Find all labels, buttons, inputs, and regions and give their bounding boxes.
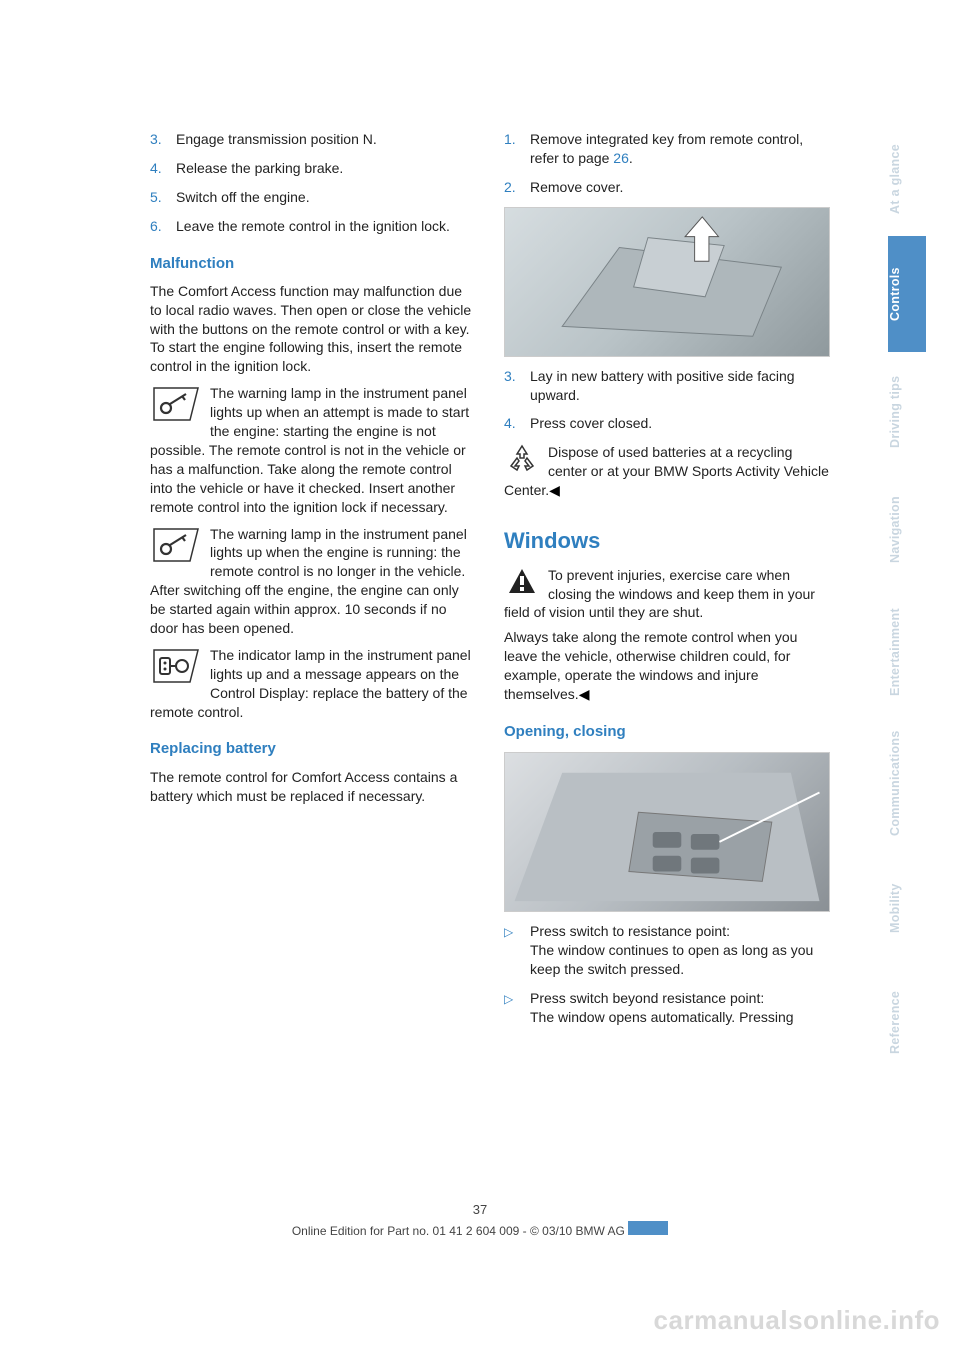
warning-block-3: The indicator lamp in the instrument pan…: [150, 646, 476, 722]
page-footer: 37 Online Edition for Part no. 01 41 2 6…: [0, 1202, 960, 1238]
list-text: Engage transmission position N.: [176, 130, 476, 149]
end-marker: ◀: [549, 482, 560, 498]
section-tab[interactable]: At a glance: [888, 122, 926, 236]
figure-window-switches: [504, 752, 830, 912]
section-tab[interactable]: Controls: [888, 236, 926, 352]
heading-opening-closing: Opening, closing: [504, 722, 830, 742]
page-number: 37: [0, 1202, 960, 1217]
caution-text-2: Always take along the remote control whe…: [504, 629, 797, 702]
section-tabs: At a glanceControlsDriving tipsNavigatio…: [888, 122, 926, 1078]
list-item: 3. Engage transmission position N.: [150, 130, 476, 149]
list-text: Release the parking brake.: [176, 159, 476, 178]
bullet-line2: The window continues to open as long as …: [530, 942, 813, 977]
list-item: 4. Press cover closed.: [504, 414, 830, 433]
list-item: ▷ Press switch to resistance point: The …: [504, 922, 830, 979]
manual-page: 3. Engage transmission position N. 4. Re…: [0, 0, 960, 1358]
paragraph: The Comfort Access function may malfunct…: [150, 282, 476, 376]
key-warning-icon: [150, 525, 202, 565]
list-item: 5. Switch off the engine.: [150, 188, 476, 207]
edition-line: Online Edition for Part no. 01 41 2 604 …: [292, 1224, 625, 1238]
list-text: Press switch beyond resistance point: Th…: [530, 989, 830, 1027]
list-item: 2. Remove cover.: [504, 178, 830, 197]
list-text: Lay in new battery with positive side fa…: [530, 367, 830, 405]
caution-text: To prevent injuries, exercise care when …: [504, 567, 815, 621]
caution-block: To prevent injuries, exercise care when …: [504, 566, 830, 623]
bullet-icon: ▷: [504, 989, 530, 1027]
list-text: Switch off the engine.: [176, 188, 476, 207]
list-number: 4.: [150, 159, 176, 178]
heading-windows: Windows: [504, 526, 830, 556]
section-tab[interactable]: Driving tips: [888, 352, 926, 472]
list-text: Remove cover.: [530, 178, 830, 197]
list-text: Leave the remote control in the ignition…: [176, 217, 476, 236]
ordered-list-a: 3. Engage transmission position N. 4. Re…: [150, 130, 476, 236]
heading-replacing-battery: Replacing battery: [150, 739, 476, 759]
bullet-list: ▷ Press switch to resistance point: The …: [504, 922, 830, 1026]
page-number-accent: [628, 1221, 668, 1235]
recycle-block: Dispose of used batteries at a recycling…: [504, 443, 830, 500]
list-text: Press switch to resistance point: The wi…: [530, 922, 830, 979]
recycle-text: Dispose of used batteries at a recycling…: [504, 444, 829, 498]
list-item: 1. Remove integrated key from remote con…: [504, 130, 830, 168]
left-column: 3. Engage transmission position N. 4. Re…: [150, 130, 476, 1037]
caution-icon: [504, 566, 540, 596]
list-number: 3.: [504, 367, 530, 405]
list-number: 6.: [150, 217, 176, 236]
ordered-list-c: 3. Lay in new battery with positive side…: [504, 367, 830, 434]
list-text: Remove integrated key from remote contro…: [530, 130, 830, 168]
right-column: 1. Remove integrated key from remote con…: [504, 130, 830, 1037]
ordered-list-b: 1. Remove integrated key from remote con…: [504, 130, 830, 197]
bullet-line2: The window opens automatically. Pressing: [530, 1009, 794, 1025]
list-number: 2.: [504, 178, 530, 197]
recycle-icon: [504, 443, 540, 473]
list-item: 4. Release the parking brake.: [150, 159, 476, 178]
watermark: carmanualsonline.info: [654, 1305, 940, 1336]
figure-remote-cover: [504, 207, 830, 357]
bullet-icon: ▷: [504, 922, 530, 979]
remote-battery-icon: [150, 646, 202, 686]
section-tab[interactable]: Communications: [888, 716, 926, 850]
heading-malfunction: Malfunction: [150, 254, 476, 274]
end-marker: ◀: [579, 686, 590, 702]
bullet-line1: Press switch to resistance point:: [530, 923, 730, 939]
page-link[interactable]: 26: [613, 150, 629, 166]
list-item: 6. Leave the remote control in the ignit…: [150, 217, 476, 236]
list-number: 3.: [150, 130, 176, 149]
warning-block-2: The warning lamp in the instrument panel…: [150, 525, 476, 638]
list-item: ▷ Press switch beyond resistance point: …: [504, 989, 830, 1027]
key-warning-icon: [150, 384, 202, 424]
bullet-line1: Press switch beyond resistance point:: [530, 990, 764, 1006]
list-item: 3. Lay in new battery with positive side…: [504, 367, 830, 405]
paragraph: The remote control for Comfort Access co…: [150, 768, 476, 806]
list-number: 4.: [504, 414, 530, 433]
list-text: Press cover closed.: [530, 414, 830, 433]
list-number: 5.: [150, 188, 176, 207]
content-area: 3. Engage transmission position N. 4. Re…: [0, 130, 870, 1037]
text-post: .: [629, 150, 633, 166]
section-tab[interactable]: Navigation: [888, 472, 926, 588]
warning-block-1: The warning lamp in the instrument panel…: [150, 384, 476, 516]
paragraph: Always take along the remote control whe…: [504, 628, 830, 704]
section-tab[interactable]: Entertainment: [888, 588, 926, 716]
section-tab[interactable]: Reference: [888, 966, 926, 1078]
text-pre: Remove integrated key from remote contro…: [530, 131, 803, 166]
section-tab[interactable]: Mobility: [888, 850, 926, 966]
list-number: 1.: [504, 130, 530, 168]
